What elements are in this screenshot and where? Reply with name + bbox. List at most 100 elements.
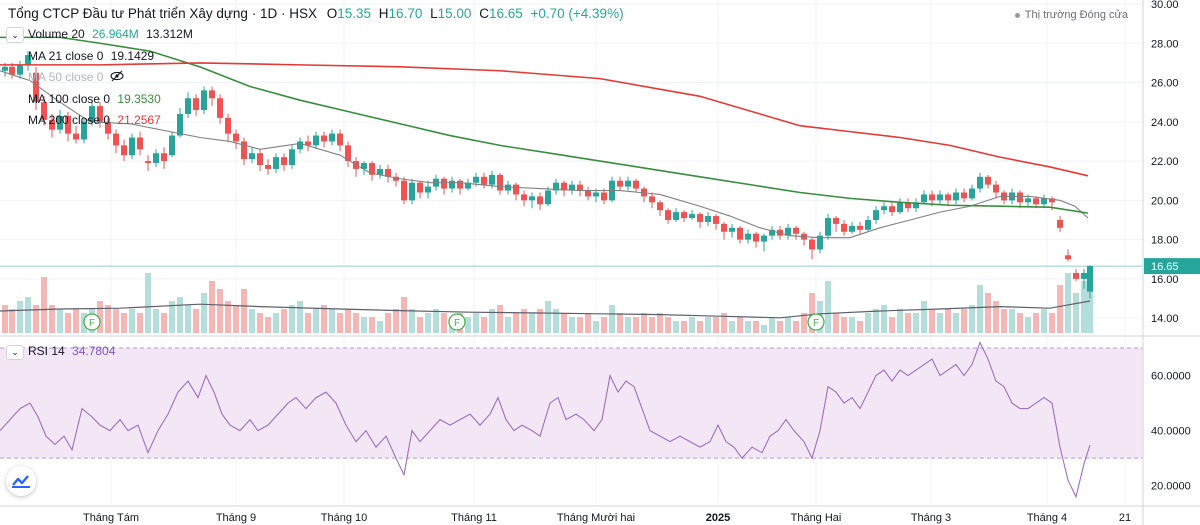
- candle-body: [1049, 198, 1055, 203]
- volume-bar: [161, 313, 167, 333]
- ohlc-readout: O15.35 H16.70 L15.00 C16.65 +0.70 (+4.39…: [327, 6, 628, 21]
- rsi-tick-label: 20.0000: [1151, 481, 1191, 493]
- candle-body: [681, 212, 687, 219]
- rsi-tick-label: 60.0000: [1151, 371, 1191, 383]
- price-tick-label: 24.00: [1151, 117, 1179, 129]
- candle-body: [529, 196, 535, 201]
- legend-volume[interactable]: Volume 20 26.964M 13.312M: [28, 27, 193, 41]
- legend-ma50[interactable]: MA 50 close 0: [28, 70, 103, 84]
- volume-bar: [169, 301, 175, 333]
- rsi-value: 34.7804: [72, 344, 116, 358]
- volume-bar: [489, 309, 495, 333]
- volume-bar: [721, 313, 727, 333]
- legend-ma21[interactable]: MA 21 close 0 19.1429: [28, 49, 154, 63]
- volume-bar: [777, 321, 783, 333]
- volume-label: Volume 20: [28, 27, 85, 41]
- candle-body: [305, 141, 311, 146]
- volume-bar: [361, 317, 367, 333]
- time-tick-label: Tháng 3: [911, 512, 951, 524]
- candle-body: [937, 194, 943, 201]
- time-tick-label: Tháng 9: [216, 512, 256, 524]
- volume-bar: [681, 321, 687, 333]
- candle-body: [601, 192, 607, 201]
- candle-body: [905, 202, 911, 209]
- volume-bar: [409, 309, 415, 333]
- price-tick-label: 18.00: [1151, 235, 1179, 247]
- ma21-line: [0, 70, 1089, 239]
- eye-hidden-icon[interactable]: [110, 70, 124, 82]
- volume-bar: [65, 313, 71, 333]
- tradingview-logo-icon[interactable]: [6, 466, 36, 496]
- volume-bar: [209, 281, 215, 333]
- volume-bar: [1057, 285, 1063, 333]
- candle-body: [209, 90, 215, 99]
- volume-bar: [145, 273, 151, 333]
- candle-body: [281, 157, 287, 165]
- legend-ma200[interactable]: MA 200 close 0 21.2567: [28, 113, 161, 127]
- dividend-marker-icon: [83, 313, 101, 331]
- volume-bar: [649, 317, 655, 333]
- volume-bar: [961, 309, 967, 333]
- candle-body: [2, 66, 8, 71]
- candle-body: [985, 176, 991, 185]
- dividend-marker-label: F: [454, 318, 460, 329]
- volume-bar: [121, 313, 127, 333]
- volume-bar: [433, 309, 439, 333]
- candle-body: [81, 121, 87, 140]
- volume-bar: [369, 317, 375, 333]
- candle-body: [545, 190, 551, 205]
- volume-bar: [401, 297, 407, 333]
- candle-body: [369, 163, 375, 175]
- volume-bar: [921, 301, 927, 333]
- close-label: C: [479, 6, 489, 21]
- volume-bar: [417, 317, 423, 333]
- last-price-tag: [1144, 258, 1200, 275]
- candle-body: [145, 161, 151, 164]
- candle-body: [569, 184, 575, 191]
- dividend-marker-icon: [448, 313, 466, 331]
- candle-body: [345, 145, 351, 162]
- legend-ma100[interactable]: MA 100 close 0 19.3530: [28, 92, 161, 106]
- candle-body: [617, 180, 623, 187]
- candle-body: [633, 180, 639, 189]
- volume-bar: [585, 313, 591, 333]
- candle-body: [497, 174, 503, 191]
- candle-body: [129, 137, 135, 156]
- candle-body: [649, 196, 655, 203]
- candle-body: [49, 119, 55, 130]
- candle-body: [1065, 255, 1071, 260]
- candle-body: [489, 174, 495, 185]
- candle-body: [625, 180, 631, 187]
- candle-body: [225, 117, 231, 134]
- rsi-collapse-button[interactable]: ⌄: [6, 345, 24, 360]
- ma50-label: MA 50 close 0: [28, 70, 104, 84]
- volume-bar: [857, 321, 863, 333]
- high-value: 16.70: [388, 6, 423, 21]
- volume-bar: [657, 313, 663, 333]
- volume-bar: [497, 305, 503, 333]
- legend-collapse-button[interactable]: ⌄: [6, 27, 24, 43]
- candle-body: [257, 153, 263, 165]
- volume-bar: [529, 313, 535, 333]
- candle-body: [809, 239, 815, 250]
- ma200-line: [0, 62, 1089, 177]
- time-tick-label: Tháng 11: [451, 512, 497, 524]
- time-tick-label: 21: [1119, 512, 1131, 524]
- candle-body: [505, 184, 511, 191]
- volume-bar: [9, 309, 15, 333]
- price-tick-label: 14.00: [1151, 313, 1179, 325]
- candle-body: [105, 121, 111, 134]
- volume-bar: [881, 305, 887, 333]
- candle-body: [33, 72, 39, 103]
- status-dot-icon: [1014, 12, 1020, 18]
- candle-body: [273, 157, 279, 169]
- volume-bar: [953, 313, 959, 333]
- candle-body: [1041, 198, 1047, 205]
- price-tick-label: 16.00: [1151, 274, 1179, 286]
- volume-bar: [129, 309, 135, 333]
- candle-body: [41, 102, 47, 120]
- price-tick-label: 22.00: [1151, 156, 1179, 168]
- rsi-legend[interactable]: RSI 14 34.7804: [28, 344, 115, 358]
- candle-body: [249, 153, 255, 160]
